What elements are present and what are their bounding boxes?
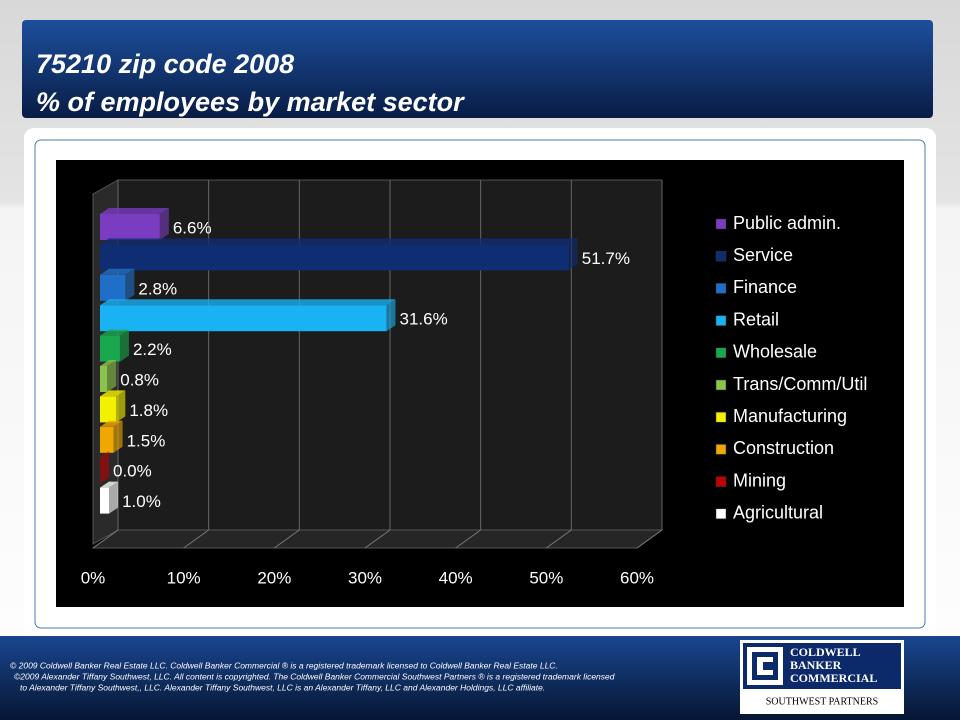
title: 75210 zip code 2008 bbox=[36, 49, 294, 79]
data-label: 1.5% bbox=[127, 431, 166, 450]
bar bbox=[100, 244, 569, 271]
data-label: 2.2% bbox=[133, 340, 172, 359]
bar bbox=[100, 426, 114, 453]
bar bbox=[100, 396, 117, 423]
legend-label: Finance bbox=[733, 277, 797, 297]
bar bbox=[100, 305, 387, 332]
tick-mark bbox=[364, 529, 391, 549]
tick-mark bbox=[92, 529, 119, 549]
legend-label: Construction bbox=[733, 438, 834, 458]
tick-mark bbox=[455, 529, 481, 549]
data-label: 0.8% bbox=[120, 370, 159, 389]
logo-text: BANKER bbox=[790, 658, 842, 672]
legend-label: Mining bbox=[733, 470, 786, 490]
bar-side bbox=[109, 481, 119, 514]
legend-label: Agricultural bbox=[733, 503, 823, 523]
data-label: 31.6% bbox=[400, 310, 448, 329]
logo-text: COLDWELL bbox=[790, 645, 861, 659]
legend-label: Trans/Comm/Util bbox=[733, 374, 867, 394]
x-tick-label: 0% bbox=[81, 568, 106, 587]
data-label: 0.0% bbox=[113, 462, 152, 481]
bar-top bbox=[100, 268, 135, 275]
x-tick-label: 40% bbox=[439, 568, 473, 587]
bar-top bbox=[100, 481, 119, 488]
legend-label: Wholesale bbox=[733, 342, 817, 362]
plot: 0% 10% 20% 30% 40% 50% 60% 6.6% Public admin. 51.… bbox=[81, 179, 867, 587]
data-label: 2.8% bbox=[138, 279, 177, 298]
legend-swatch bbox=[715, 347, 727, 359]
x-tick-label: 60% bbox=[620, 568, 654, 587]
bar-side bbox=[568, 238, 578, 271]
legend-swatch bbox=[715, 476, 727, 487]
bar bbox=[100, 366, 108, 392]
legend-swatch bbox=[715, 283, 727, 294]
bar-side bbox=[116, 390, 126, 423]
x-tick-label: 10% bbox=[167, 568, 201, 587]
footer-text: ©2009 Alexander Tiffany Southwest, LLC. … bbox=[14, 671, 615, 681]
bar-top bbox=[100, 329, 129, 336]
legend-label: Manufacturing bbox=[733, 406, 847, 426]
bar-side bbox=[125, 268, 135, 301]
data-label: 1.8% bbox=[129, 401, 168, 420]
logo-tagline: SOUTHWEST PARTNERS bbox=[766, 696, 878, 707]
legend-swatch bbox=[715, 315, 727, 326]
bar-top bbox=[100, 299, 396, 306]
bar-top bbox=[100, 420, 123, 427]
bar bbox=[100, 335, 120, 362]
bar bbox=[100, 214, 160, 240]
x-tick-label: 30% bbox=[348, 568, 382, 587]
x-tick-label: 50% bbox=[529, 568, 563, 587]
data-label: 6.6% bbox=[173, 218, 212, 237]
tick-mark bbox=[183, 529, 209, 549]
subtitle: % of employees by market sector bbox=[36, 87, 465, 117]
tick-mark bbox=[546, 529, 572, 549]
bar-top bbox=[100, 390, 126, 397]
data-label: 1.0% bbox=[122, 492, 161, 511]
bar-side bbox=[100, 451, 109, 484]
x-tick-label: 20% bbox=[257, 568, 291, 587]
bar-side bbox=[119, 329, 129, 362]
legend-label: Service bbox=[733, 245, 793, 265]
bar-top bbox=[100, 238, 578, 245]
bar-side bbox=[386, 299, 396, 332]
bar-side bbox=[107, 360, 117, 392]
footer-text: to Alexander Tiffany Southwest,, LLC. Al… bbox=[20, 682, 545, 692]
legend-swatch bbox=[715, 379, 727, 391]
legend-label: Public admin. bbox=[733, 213, 841, 233]
bar-top bbox=[100, 360, 117, 366]
bar bbox=[100, 487, 110, 514]
legend-label: Retail bbox=[733, 309, 779, 329]
logo-glyph bbox=[752, 652, 778, 680]
tick-mark bbox=[636, 529, 663, 549]
legend-swatch bbox=[715, 250, 727, 262]
bar bbox=[100, 274, 126, 301]
tick-mark bbox=[274, 529, 300, 549]
legend-swatch bbox=[715, 411, 727, 423]
legend-swatch bbox=[715, 508, 727, 520]
title-bar bbox=[22, 20, 933, 118]
bar-side bbox=[113, 420, 123, 453]
bar-side bbox=[159, 208, 169, 240]
data-label: 51.7% bbox=[582, 249, 630, 268]
bar-top bbox=[100, 208, 169, 214]
logo-text: COMMERCIAL bbox=[790, 671, 877, 685]
legend-swatch bbox=[715, 444, 727, 455]
legend-swatch bbox=[715, 218, 727, 230]
footer-text: © 2009 Coldwell Banker Real Estate LLC. … bbox=[10, 660, 558, 670]
